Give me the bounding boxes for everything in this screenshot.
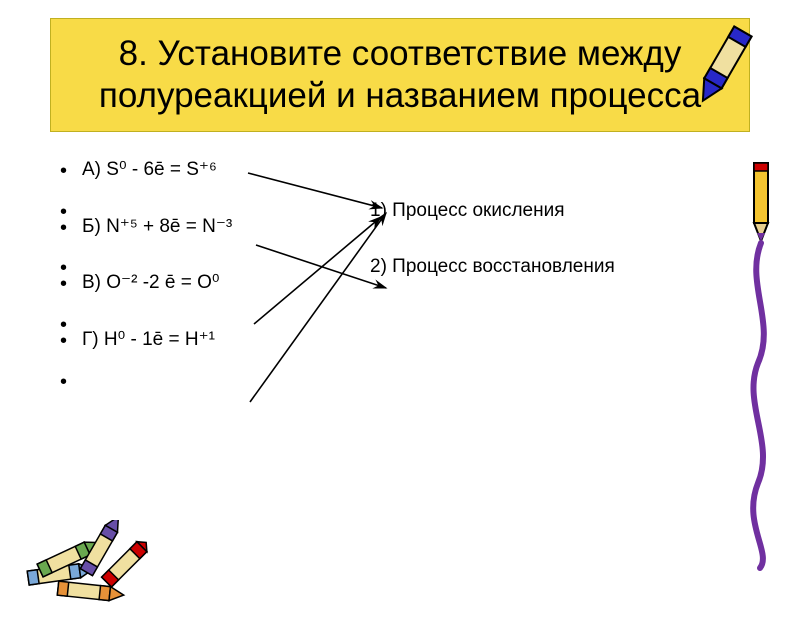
crayons-cluster-decoration (20, 520, 160, 610)
item-proc1: 1) Процесс окисления (60, 191, 740, 207)
item-spacer1 (60, 304, 740, 320)
item-b: Б) N⁺⁵ + 8ē = N⁻³ (60, 207, 740, 248)
item-a: А) S⁰ - 6ē = S⁺⁶ (60, 150, 740, 191)
title-block: 8. Установите соответствие между полуреа… (50, 18, 750, 132)
item-spacer2 (60, 361, 740, 377)
pencil-purple-decoration (740, 153, 780, 573)
item-v: В) O⁻² -2 ē = O⁰ (60, 263, 740, 304)
content-area: А) S⁰ - 6ē = S⁺⁶ 1) Процесс окисления Б)… (60, 150, 740, 377)
item-g: Г) H⁰ - 1ē = H⁺¹ (60, 320, 740, 361)
slide-title: 8. Установите соответствие между полуреа… (71, 33, 729, 117)
item-proc2: 2) Процесс восстановления (60, 247, 740, 263)
crayon-blue-decoration (692, 10, 762, 120)
reaction-list: А) S⁰ - 6ē = S⁺⁶ 1) Процесс окисления Б)… (60, 150, 740, 377)
